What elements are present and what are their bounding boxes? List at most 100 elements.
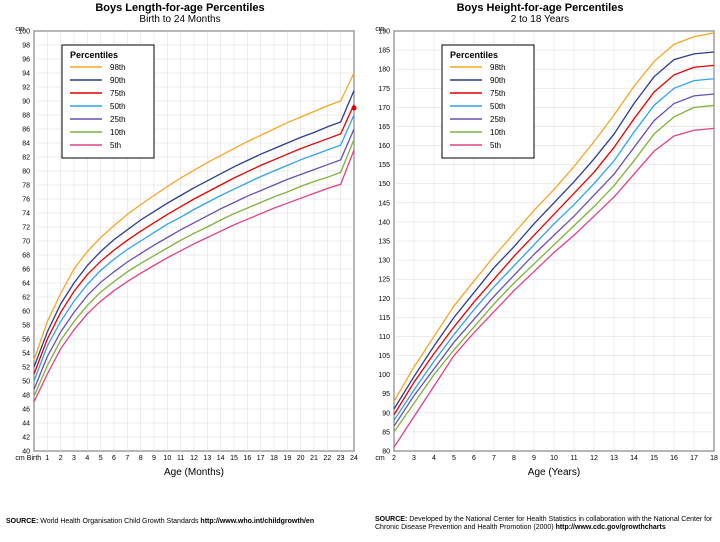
svg-text:7: 7 <box>125 455 129 462</box>
svg-text:96: 96 <box>22 57 30 64</box>
svg-text:10: 10 <box>163 455 171 462</box>
svg-text:2: 2 <box>59 455 63 462</box>
svg-text:105: 105 <box>378 353 390 360</box>
svg-text:13: 13 <box>610 455 618 462</box>
svg-text:90th: 90th <box>490 76 506 85</box>
svg-text:15: 15 <box>650 455 658 462</box>
left-source: SOURCE: World Health Organisation Child … <box>6 518 356 526</box>
left-source-url: http://www.who.int/childgrowth/en <box>200 518 314 525</box>
left-chart-svg: Birth12345678910111213141516171819202122… <box>0 25 360 505</box>
svg-text:86: 86 <box>22 127 30 134</box>
source-label: SOURCE: <box>375 516 407 523</box>
svg-text:20: 20 <box>297 455 305 462</box>
svg-text:22: 22 <box>323 455 331 462</box>
svg-text:4: 4 <box>85 455 89 462</box>
svg-text:94: 94 <box>22 71 30 78</box>
svg-text:4: 4 <box>432 455 436 462</box>
svg-text:cm: cm <box>15 26 25 33</box>
right-source-url: http://www.cdc.gov/growthcharts <box>556 524 666 531</box>
left-chart-panel: Boys Length-for-age Percentiles Birth to… <box>0 0 360 505</box>
svg-text:6: 6 <box>472 455 476 462</box>
svg-text:19: 19 <box>283 455 291 462</box>
svg-text:Percentiles: Percentiles <box>70 50 118 60</box>
svg-text:165: 165 <box>378 124 390 131</box>
svg-text:130: 130 <box>378 258 390 265</box>
svg-text:8: 8 <box>139 455 143 462</box>
svg-text:5th: 5th <box>490 141 501 150</box>
svg-text:50: 50 <box>22 379 30 386</box>
right-chart-svg: 2345678910111213141516171880859095100105… <box>360 25 720 505</box>
svg-text:18: 18 <box>710 455 718 462</box>
left-chart-title: Boys Length-for-age Percentiles <box>0 2 360 14</box>
svg-text:10: 10 <box>550 455 558 462</box>
svg-text:70: 70 <box>22 239 30 246</box>
svg-text:1: 1 <box>45 455 49 462</box>
svg-text:7: 7 <box>492 455 496 462</box>
left-source-text: World Health Organisation Child Growth S… <box>40 518 198 525</box>
svg-text:140: 140 <box>378 219 390 226</box>
svg-text:185: 185 <box>378 48 390 55</box>
svg-text:84: 84 <box>22 141 30 148</box>
svg-text:125: 125 <box>378 277 390 284</box>
svg-text:11: 11 <box>570 455 577 462</box>
svg-text:80: 80 <box>22 169 30 176</box>
right-chart-title: Boys Height-for-age Percentiles <box>360 2 720 14</box>
svg-text:Percentiles: Percentiles <box>450 50 498 60</box>
svg-text:23: 23 <box>337 455 345 462</box>
svg-text:18: 18 <box>270 455 278 462</box>
svg-text:90: 90 <box>382 410 390 417</box>
svg-text:115: 115 <box>379 315 390 322</box>
svg-text:24: 24 <box>350 455 358 462</box>
svg-text:3: 3 <box>412 455 416 462</box>
svg-text:88: 88 <box>22 113 30 120</box>
svg-text:12: 12 <box>590 455 598 462</box>
svg-text:78: 78 <box>22 183 30 190</box>
svg-text:145: 145 <box>378 200 390 207</box>
svg-text:12: 12 <box>190 455 198 462</box>
svg-text:9: 9 <box>532 455 536 462</box>
svg-text:85: 85 <box>382 429 390 436</box>
svg-text:10th: 10th <box>110 128 126 137</box>
svg-text:50th: 50th <box>490 102 506 111</box>
svg-text:60: 60 <box>22 309 30 316</box>
svg-text:82: 82 <box>22 155 30 162</box>
svg-text:50th: 50th <box>110 102 126 111</box>
svg-text:180: 180 <box>378 67 390 74</box>
svg-text:2: 2 <box>392 455 396 462</box>
svg-text:175: 175 <box>378 86 390 93</box>
svg-text:75th: 75th <box>490 89 506 98</box>
right-chart-subtitle: 2 to 18 Years <box>360 14 720 25</box>
svg-text:58: 58 <box>22 323 30 330</box>
svg-text:76: 76 <box>22 197 30 204</box>
svg-text:155: 155 <box>378 162 390 169</box>
svg-text:90: 90 <box>22 99 30 106</box>
svg-text:120: 120 <box>378 296 390 303</box>
svg-text:75th: 75th <box>110 89 126 98</box>
svg-text:25th: 25th <box>110 115 126 124</box>
svg-text:21: 21 <box>310 455 318 462</box>
svg-text:170: 170 <box>378 105 390 112</box>
svg-text:62: 62 <box>22 295 30 302</box>
svg-text:52: 52 <box>22 365 30 372</box>
svg-text:5: 5 <box>99 455 103 462</box>
svg-text:98th: 98th <box>490 63 506 72</box>
svg-text:cm: cm <box>15 455 25 462</box>
svg-text:8: 8 <box>512 455 516 462</box>
svg-text:14: 14 <box>630 455 638 462</box>
svg-text:44: 44 <box>22 421 30 428</box>
svg-text:25th: 25th <box>490 115 506 124</box>
svg-text:15: 15 <box>230 455 238 462</box>
svg-text:135: 135 <box>378 239 390 246</box>
svg-text:5: 5 <box>452 455 456 462</box>
svg-text:13: 13 <box>203 455 211 462</box>
svg-text:90th: 90th <box>110 76 126 85</box>
right-chart-panel: Boys Height-for-age Percentiles 2 to 18 … <box>360 0 720 505</box>
svg-text:9: 9 <box>152 455 156 462</box>
svg-text:17: 17 <box>257 455 265 462</box>
source-label: SOURCE: <box>6 518 38 525</box>
svg-text:16: 16 <box>243 455 251 462</box>
svg-text:16: 16 <box>670 455 678 462</box>
svg-text:Age (Months): Age (Months) <box>164 467 224 478</box>
svg-text:98: 98 <box>22 43 30 50</box>
svg-text:cm: cm <box>375 26 385 33</box>
